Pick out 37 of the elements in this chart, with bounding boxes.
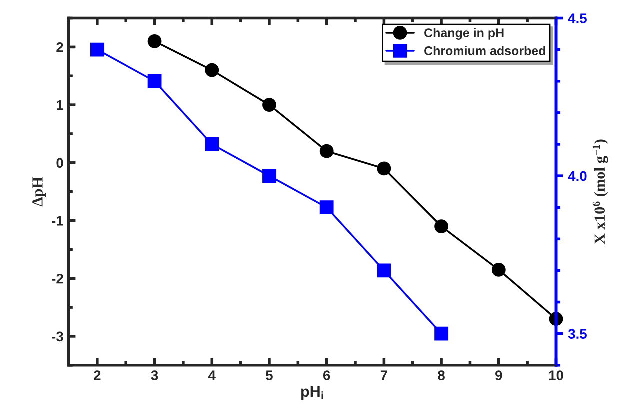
y2-tick-label: 4.5 — [568, 14, 587, 24]
y-axis-title: ΔpH — [32, 177, 46, 207]
y-tick-label: 1 — [57, 100, 64, 110]
point — [205, 63, 220, 78]
x-tick-label: 6 — [323, 370, 330, 380]
x-tick-label: 7 — [380, 370, 388, 380]
x-tick-label: 2 — [94, 370, 101, 380]
point — [320, 200, 334, 215]
y-tick-label: 2 — [56, 42, 64, 52]
point — [492, 262, 506, 277]
legend-label: Chromium adsorbed — [424, 46, 546, 56]
x-axis-title: pH$_{i}$ — [302, 386, 324, 400]
point — [205, 138, 220, 152]
x-tick-label: 3 — [151, 370, 158, 380]
point — [434, 220, 448, 234]
point — [148, 74, 162, 88]
y-tick-label: 0 — [56, 158, 64, 168]
y2-tick-label: 4.0 — [568, 171, 587, 182]
point — [90, 42, 104, 57]
point — [434, 326, 448, 341]
point — [148, 34, 162, 48]
x-tick-label: 4 — [208, 370, 216, 380]
y2-axis-title: X x10$^{6}$ (mol g$^{−1}$) — [592, 140, 608, 244]
x-tick-label: 10 — [549, 370, 564, 380]
point — [320, 144, 334, 158]
point — [262, 169, 276, 183]
x-tick-label: 8 — [438, 370, 445, 380]
legend-label: Change in pH — [424, 28, 504, 40]
x-tick-label: 9 — [496, 370, 502, 380]
point — [262, 98, 276, 112]
x-tick-label: 5 — [266, 370, 273, 380]
point — [377, 264, 392, 278]
y2-tick-label: 3.5 — [568, 329, 587, 340]
y-tick-label: -2 — [52, 274, 64, 284]
point — [377, 162, 392, 176]
y-tick-label: -1 — [52, 216, 64, 226]
y-tick-label: -3 — [52, 332, 64, 342]
